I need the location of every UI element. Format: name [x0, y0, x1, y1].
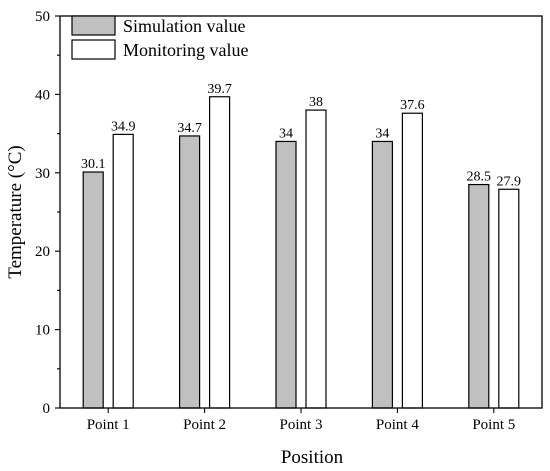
legend-swatch-simulation	[71, 15, 116, 36]
data-labels-group: 30.1 34.9 34.7 39.7 34 38 34 37.6 28.5 27.9	[81, 82, 521, 190]
data-label-simulation-5: 28.5	[467, 170, 492, 185]
x-tick-label: Point 5	[472, 417, 515, 433]
data-label-monitoring-2: 39.7	[207, 82, 232, 97]
y-tick-label: 40	[35, 87, 50, 103]
data-label-monitoring-4: 37.6	[400, 98, 425, 113]
bar-simulation-3	[275, 140, 297, 409]
data-label-monitoring-5: 27.9	[497, 174, 522, 189]
legend: Simulation value Monitoring value	[71, 15, 248, 60]
data-label-simulation-1: 30.1	[81, 157, 106, 172]
y-axis-title: Temperature (°C)	[5, 145, 26, 278]
bar-simulation-4	[371, 140, 393, 409]
bar-monitoring-2	[209, 96, 231, 409]
y-tick-label: 30	[35, 166, 50, 182]
x-tick-label: Point 1	[87, 417, 130, 433]
bar-simulation-5	[468, 183, 490, 409]
y-tick-label: 50	[35, 9, 50, 25]
x-tick-label: Point 3	[280, 417, 323, 433]
legend-label-monitoring: Monitoring value	[123, 40, 248, 60]
x-axis-title: Position	[281, 447, 344, 468]
bar-simulation-2	[179, 135, 201, 409]
data-label-simulation-4: 34	[375, 126, 389, 141]
x-tick-label: Point 4	[376, 417, 419, 433]
data-label-monitoring-1: 34.9	[111, 119, 136, 134]
y-tick-label: 20	[35, 244, 50, 260]
y-tick-label: 10	[35, 323, 50, 339]
data-label-simulation-2: 34.7	[177, 121, 202, 136]
legend-swatch-monitoring	[71, 39, 116, 60]
axes-group: Point 1 Point 2 Point 3 Point 4 Point 5 0 10 20…	[35, 9, 543, 433]
bar-monitoring-3	[305, 109, 327, 409]
bar-simulation-1	[82, 171, 104, 409]
legend-label-simulation: Simulation value	[123, 16, 245, 36]
data-label-simulation-3: 34	[279, 126, 293, 141]
y-tick-label: 0	[43, 401, 51, 417]
bar-monitoring-4	[401, 112, 423, 409]
bars-group	[82, 96, 520, 409]
x-tick-label: Point 2	[183, 417, 226, 433]
bar-monitoring-1	[112, 133, 134, 409]
data-label-monitoring-3: 38	[309, 95, 323, 110]
bar-monitoring-5	[498, 188, 520, 409]
